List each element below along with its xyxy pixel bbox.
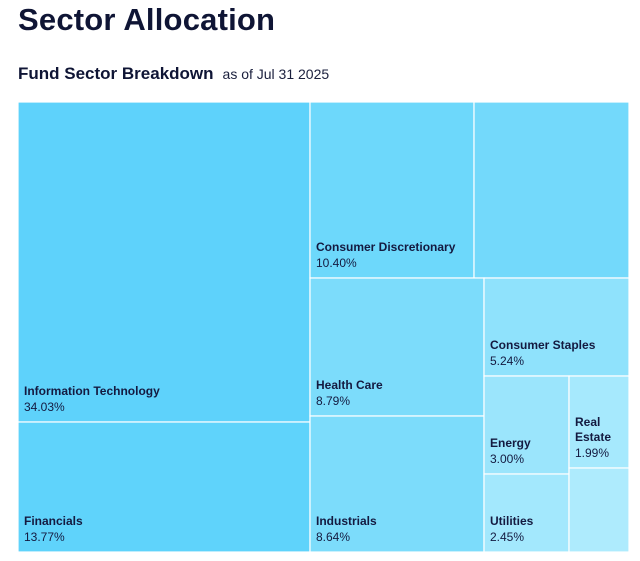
tile-label: Consumer Discretionary [316, 240, 456, 254]
tile-label: Utilities [490, 514, 534, 528]
tile-rect [473, 102, 629, 279]
tile-utilities[interactable]: Utilities 2.45% [483, 473, 570, 552]
tile-value: 13.77% [24, 530, 65, 544]
tile-consumer-staples[interactable]: Consumer Staples 5.24% [483, 277, 629, 377]
tile-consumer-discretionary[interactable]: Consumer Discretionary 10.40% [309, 102, 475, 279]
tile-label: Information Technology [24, 384, 160, 398]
tile-label: Industrials [316, 514, 377, 528]
tile-rect [309, 102, 475, 279]
tile-value: 10.40% [316, 256, 357, 270]
tile-label: Financials [24, 514, 83, 528]
chart-header: Fund Sector Breakdown as of Jul 31 2025 [18, 64, 329, 84]
tile-industrials[interactable]: Industrials 8.64% [309, 415, 485, 552]
tile-value: 1.99% [575, 446, 609, 460]
tile-rect [309, 415, 485, 552]
tile-rect [568, 467, 629, 552]
tile-unlabeled-3[interactable] [473, 102, 629, 279]
tile-label: Energy [490, 436, 531, 450]
tile-rect [483, 473, 570, 552]
chart-title: Fund Sector Breakdown [18, 64, 214, 83]
tile-information-technology[interactable]: Information Technology 34.03% [18, 102, 311, 423]
sector-treemap: Information Technology 34.03% Financials 13… [18, 102, 629, 552]
tile-value: 5.24% [490, 354, 524, 368]
tile-rect [18, 102, 311, 423]
tile-unlabeled-10[interactable] [568, 467, 629, 552]
tile-label: Real Estate [575, 415, 611, 444]
tile-value: 2.45% [490, 530, 524, 544]
tile-health-care[interactable]: Health Care 8.79% [309, 277, 485, 417]
tile-real-estate[interactable]: Real Estate 1.99% [568, 375, 629, 469]
tile-energy[interactable]: Energy 3.00% [483, 375, 570, 475]
tile-financials[interactable]: Financials 13.77% [18, 421, 311, 552]
tile-label: Consumer Staples [490, 338, 596, 352]
as-of-date: as of Jul 31 2025 [222, 66, 330, 82]
tile-value: 3.00% [490, 452, 524, 466]
tile-value: 8.64% [316, 530, 350, 544]
tile-rect [568, 375, 629, 469]
tile-value: 34.03% [24, 400, 65, 414]
page-title: Sector Allocation [18, 2, 276, 37]
tile-label: Health Care [316, 378, 383, 392]
tile-value: 8.79% [316, 394, 350, 408]
tile-rect [483, 375, 570, 475]
tile-rect [483, 277, 629, 377]
tile-rect [18, 421, 311, 552]
